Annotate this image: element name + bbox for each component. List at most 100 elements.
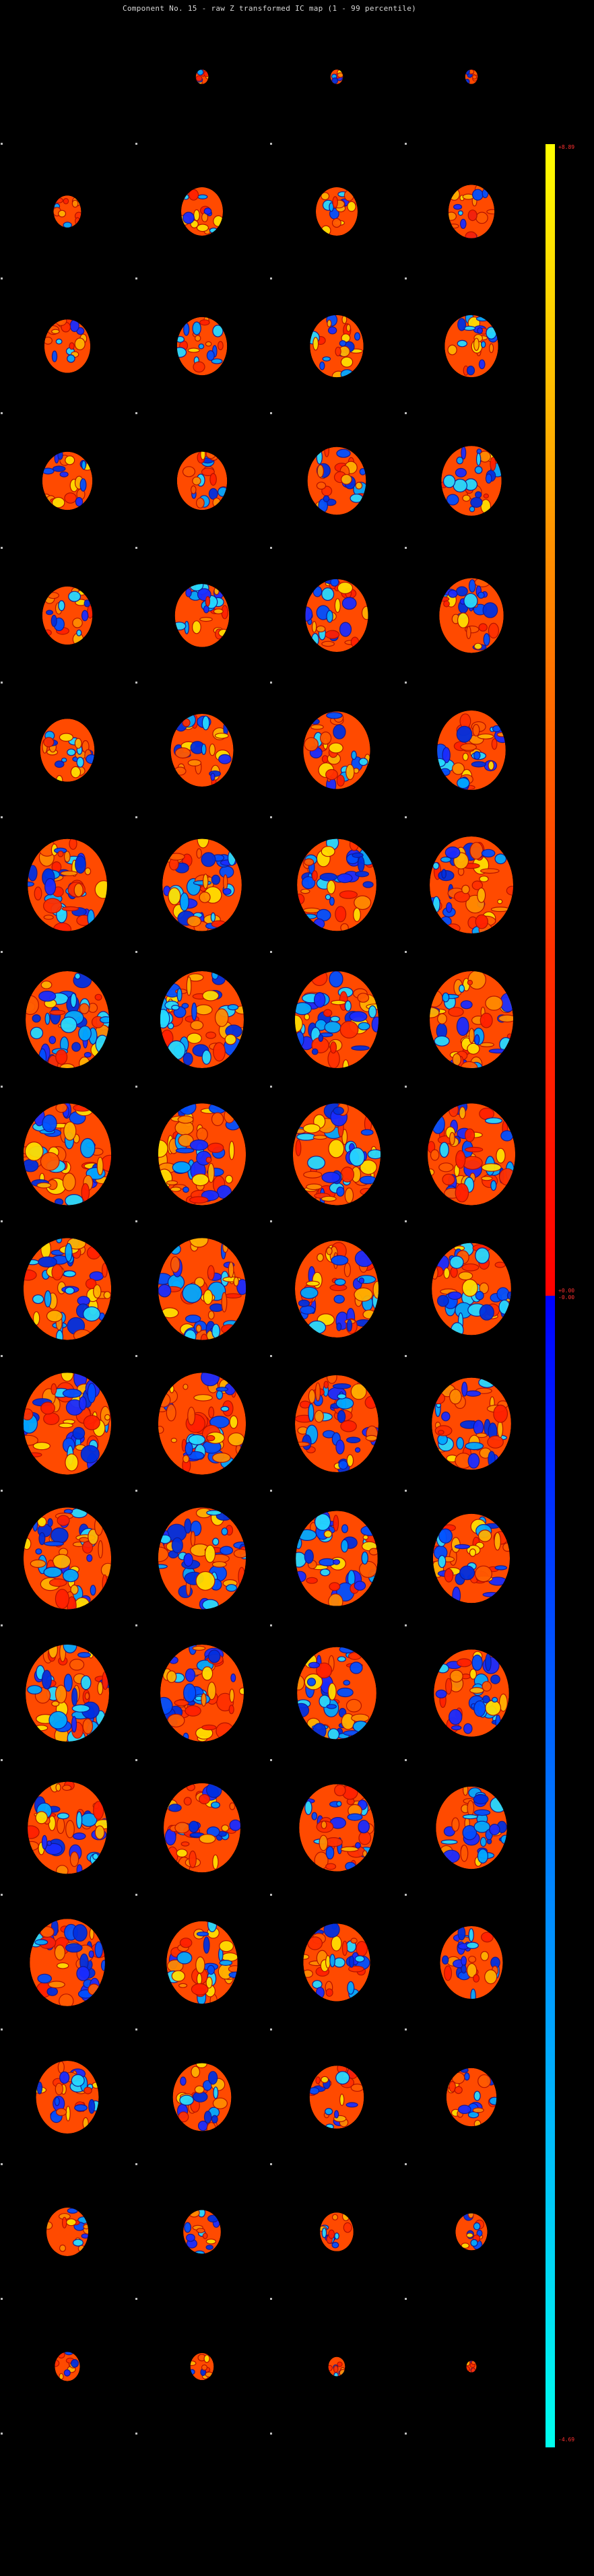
slice-marker xyxy=(135,1624,137,1626)
colorbar-mid-negative-label: -0.00 xyxy=(558,1294,575,1300)
brain-slice xyxy=(53,195,81,228)
brain-slice xyxy=(172,2063,232,2132)
slice-marker xyxy=(405,1490,407,1492)
brain-slice xyxy=(439,578,504,653)
slice-marker xyxy=(270,682,272,684)
slice-cell xyxy=(269,683,404,818)
slice-cell xyxy=(269,1491,404,1626)
slice-cell xyxy=(0,548,135,684)
slice-cell xyxy=(269,1760,404,1896)
slice-cell xyxy=(404,1356,539,1492)
slice-marker xyxy=(405,277,407,279)
slice-cell xyxy=(404,683,539,818)
slice-cell xyxy=(135,2299,269,2435)
slice-marker xyxy=(135,2433,137,2435)
slice-marker xyxy=(405,2163,407,2165)
slice-cell xyxy=(135,414,269,549)
slice-marker xyxy=(1,2163,3,2165)
slice-marker xyxy=(1,143,3,145)
slice-marker xyxy=(270,1759,272,1761)
slice-cell xyxy=(135,2165,269,2300)
brain-slice xyxy=(297,838,376,931)
brain-slice xyxy=(436,1786,507,1870)
brain-slice xyxy=(190,2352,214,2381)
slice-cell xyxy=(404,1626,539,1761)
colorbar-min-label: -4.69 xyxy=(558,2437,575,2443)
brain-slice xyxy=(455,2213,488,2251)
brain-slice xyxy=(26,971,109,1068)
brain-slice xyxy=(26,1645,109,1742)
slice-marker xyxy=(270,547,272,549)
slice-cell xyxy=(404,2299,539,2435)
brain-slice xyxy=(430,836,513,933)
slice-marker xyxy=(135,143,137,145)
brain-slice xyxy=(28,1781,107,1874)
slice-cell xyxy=(0,1895,135,2030)
slice-cell xyxy=(0,818,135,953)
slice-cell xyxy=(135,683,269,818)
slice-marker xyxy=(1,1355,3,1357)
brain-slice xyxy=(328,2356,345,2377)
slice-cell xyxy=(135,279,269,414)
slice-cell xyxy=(135,1626,269,1761)
slice-cell xyxy=(135,1760,269,1896)
slice-marker xyxy=(1,682,3,684)
brain-slice xyxy=(432,1243,511,1335)
brain-slice xyxy=(46,2208,88,2256)
slice-cell xyxy=(135,1087,269,1222)
brain-slice xyxy=(166,1921,238,2004)
slice-cell xyxy=(0,1356,135,1492)
slice-cell xyxy=(404,1895,539,2030)
slice-cell xyxy=(269,1087,404,1222)
slice-marker xyxy=(1,951,3,953)
slice-cell xyxy=(0,9,135,145)
slice-marker xyxy=(405,2028,407,2030)
slice-cell xyxy=(135,1356,269,1492)
slice-marker xyxy=(405,1894,407,1896)
slice-marker xyxy=(1,1086,3,1088)
brain-slice xyxy=(158,1238,246,1340)
brain-slice xyxy=(292,1103,381,1206)
slice-cell xyxy=(404,144,539,279)
brain-slice xyxy=(23,1103,112,1206)
brain-slice xyxy=(310,315,364,378)
slice-marker xyxy=(135,2163,137,2165)
brain-slice xyxy=(437,710,506,791)
brain-slice xyxy=(158,1507,246,1610)
slice-cell xyxy=(269,1626,404,1761)
slice-cell xyxy=(269,548,404,684)
slice-cell xyxy=(0,2165,135,2300)
slice-cell xyxy=(135,818,269,953)
slice-cell xyxy=(404,1087,539,1222)
brain-slice xyxy=(28,838,107,931)
slice-cell xyxy=(404,818,539,953)
slice-cell xyxy=(404,414,539,549)
slice-marker xyxy=(405,547,407,549)
slice-cell xyxy=(269,952,404,1088)
slice-marker xyxy=(135,1490,137,1492)
slice-marker xyxy=(405,1220,407,1222)
slice-cell xyxy=(0,2030,135,2165)
brain-slice xyxy=(432,1513,510,1604)
slice-marker xyxy=(270,1894,272,1896)
brain-slice xyxy=(444,315,498,378)
slice-marker xyxy=(135,2028,137,2030)
slice-marker xyxy=(405,951,407,953)
slice-marker xyxy=(1,2433,3,2435)
slice-marker xyxy=(270,2433,272,2435)
slice-marker xyxy=(405,816,407,818)
slice-cell xyxy=(269,1356,404,1492)
brain-slice xyxy=(303,1923,370,2002)
colorbar-negative xyxy=(546,1296,555,2447)
brain-slice xyxy=(55,2352,80,2381)
brain-slice xyxy=(309,2066,364,2129)
brain-slice xyxy=(176,317,228,376)
slice-marker xyxy=(270,412,272,414)
slice-marker xyxy=(270,2298,272,2300)
slice-marker xyxy=(135,1894,137,1896)
slice-marker xyxy=(1,1624,3,1626)
slice-marker xyxy=(135,1759,137,1761)
slice-cell xyxy=(0,1222,135,1357)
slice-marker xyxy=(135,547,137,549)
